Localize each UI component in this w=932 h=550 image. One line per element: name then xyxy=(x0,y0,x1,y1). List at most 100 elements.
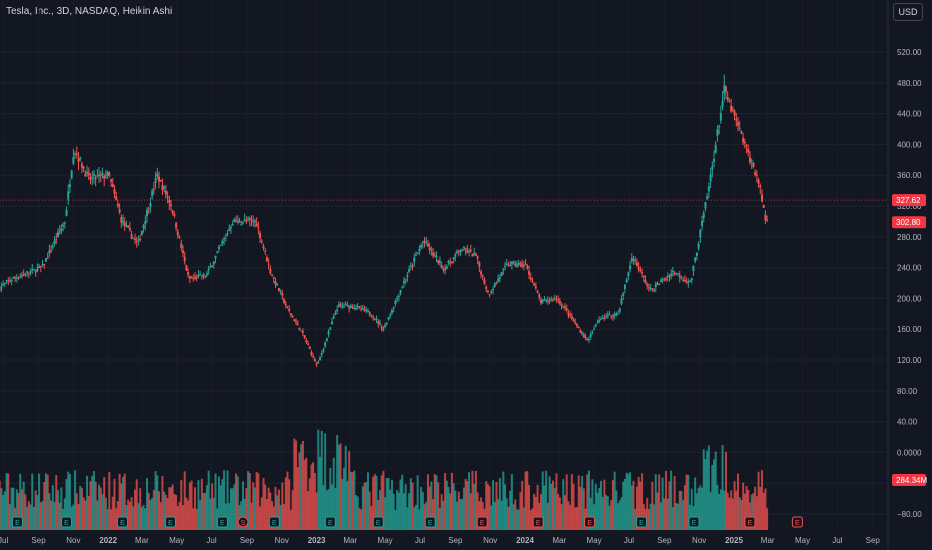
candle-body xyxy=(86,171,89,174)
volume-bar xyxy=(420,486,423,530)
candle-body xyxy=(319,357,322,360)
earnings-marker xyxy=(476,516,488,528)
volume-bar xyxy=(118,473,121,530)
candle-body xyxy=(41,263,44,266)
volume-bar xyxy=(312,462,315,530)
volume-bar xyxy=(725,451,728,530)
time-tick-label: Jul xyxy=(0,536,8,545)
volume-bar xyxy=(171,484,174,530)
candle-body xyxy=(375,319,378,321)
grid xyxy=(0,0,889,550)
candle-body xyxy=(313,359,316,362)
volume-bar xyxy=(378,490,381,530)
candle-body xyxy=(683,280,686,282)
volume-bar xyxy=(533,493,536,530)
candle-body xyxy=(426,244,429,247)
candle-body xyxy=(132,238,135,240)
volume-bar xyxy=(701,487,704,530)
candle-body xyxy=(22,274,25,276)
volume-bar xyxy=(714,451,717,530)
volume-bar xyxy=(50,500,53,530)
candle-body xyxy=(402,281,405,284)
volume-bar xyxy=(108,472,111,530)
candle-body xyxy=(635,262,638,267)
time-tick-label: Nov xyxy=(692,536,706,545)
candle-body xyxy=(229,227,232,229)
candle-body xyxy=(406,275,409,277)
candle-body xyxy=(224,234,227,236)
volume-bar xyxy=(433,473,436,530)
volume-bar xyxy=(44,473,47,530)
volume-bar xyxy=(690,488,693,530)
volume-bar xyxy=(411,482,414,530)
candle-body xyxy=(389,314,392,316)
candle-body xyxy=(214,255,217,259)
volume-bar xyxy=(53,502,56,530)
candle-body xyxy=(315,363,318,365)
candle-body xyxy=(750,160,753,162)
candle-body xyxy=(199,274,202,276)
candle-body xyxy=(276,284,279,286)
candle-body xyxy=(195,277,198,279)
volume-bar xyxy=(207,470,210,530)
candle-body xyxy=(659,280,662,283)
volume-bar xyxy=(529,509,532,530)
candle-body xyxy=(98,174,101,177)
volume-bar xyxy=(7,473,10,530)
volume-bar xyxy=(106,509,109,530)
candle-body xyxy=(56,232,59,237)
volume-bar xyxy=(385,478,388,530)
candle-body xyxy=(154,178,157,183)
candle-body xyxy=(764,214,767,221)
candle-body xyxy=(730,105,733,112)
volume-bar xyxy=(397,492,400,530)
candle-body xyxy=(43,264,46,266)
candle-body xyxy=(253,220,256,223)
candle-body xyxy=(404,279,407,281)
candle-body xyxy=(740,131,743,134)
earnings-marker xyxy=(61,516,73,528)
event-marker-label: E xyxy=(692,520,697,527)
candle-body xyxy=(360,308,363,310)
candle-body xyxy=(31,268,34,270)
candle-body xyxy=(192,277,195,279)
candle-body xyxy=(483,279,486,284)
candle-body xyxy=(108,172,111,176)
volume-bar xyxy=(168,487,171,530)
candle-body xyxy=(36,268,39,271)
candle-body xyxy=(233,219,236,222)
volume-bar xyxy=(84,500,87,530)
volume-bar xyxy=(658,474,661,530)
candle-body xyxy=(699,229,702,238)
candle-body xyxy=(456,251,459,254)
candle-body xyxy=(528,271,531,275)
candle-body xyxy=(617,313,620,315)
currency-button[interactable]: USD xyxy=(893,3,923,21)
time-tick-label: Sep xyxy=(866,536,881,545)
time-tick-label: Mar xyxy=(761,536,775,545)
close-price-tag-bg xyxy=(892,216,926,229)
volume-bar xyxy=(360,509,363,530)
volume-bar xyxy=(666,498,669,530)
volume-bar xyxy=(401,474,404,530)
volume-bar xyxy=(331,484,334,530)
candle-body xyxy=(181,250,184,254)
time-tick-label: Jul xyxy=(415,536,425,545)
volume-bar xyxy=(265,498,268,530)
candle-body xyxy=(647,287,650,289)
candle-body xyxy=(687,281,690,283)
candle-body xyxy=(368,312,371,315)
candle-body xyxy=(77,159,80,162)
candle-body xyxy=(673,272,676,274)
volume-bar xyxy=(152,490,155,530)
time-tick-label: 2022 xyxy=(99,536,117,545)
candle-body xyxy=(272,276,275,279)
candle-body xyxy=(651,288,654,290)
candle-body xyxy=(601,317,604,319)
volume-bar xyxy=(262,477,265,530)
volume-bar xyxy=(19,473,22,530)
candle-body xyxy=(413,257,416,263)
candle-body xyxy=(551,300,554,302)
volume-bar xyxy=(12,487,15,530)
